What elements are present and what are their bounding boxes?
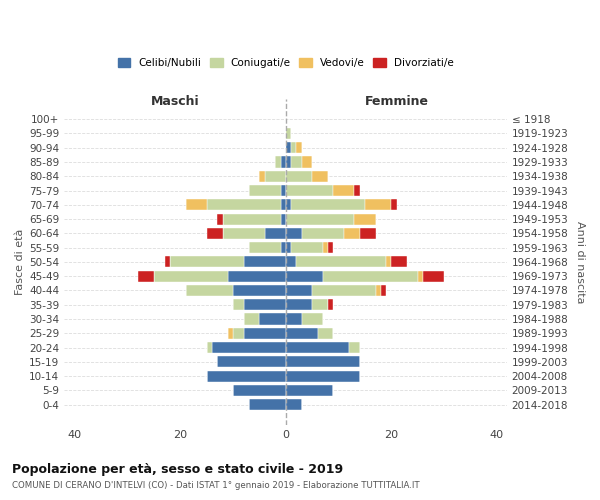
Bar [286, 328, 317, 339]
Bar [291, 156, 302, 168]
Bar [286, 285, 312, 296]
Bar [286, 299, 312, 310]
Bar [259, 170, 265, 182]
Bar [286, 185, 334, 196]
Bar [286, 399, 302, 410]
Bar [185, 285, 233, 296]
Bar [286, 356, 360, 368]
Bar [323, 242, 328, 253]
Bar [265, 228, 286, 239]
Bar [376, 285, 381, 296]
Bar [281, 214, 286, 224]
Text: COMUNE DI CERANO D'INTELVI (CO) - Dati ISTAT 1° gennaio 2019 - Elaborazione TUTT: COMUNE DI CERANO D'INTELVI (CO) - Dati I… [12, 481, 419, 490]
Bar [328, 299, 334, 310]
Bar [170, 256, 244, 268]
Bar [418, 270, 423, 282]
Bar [249, 399, 286, 410]
Bar [286, 256, 296, 268]
Bar [355, 214, 376, 224]
Bar [286, 370, 360, 382]
Bar [365, 199, 391, 210]
Bar [207, 370, 286, 382]
Bar [207, 342, 212, 353]
Bar [381, 285, 386, 296]
Bar [302, 314, 323, 324]
Bar [360, 228, 376, 239]
Bar [312, 170, 328, 182]
Bar [223, 214, 281, 224]
Bar [265, 170, 286, 182]
Bar [281, 199, 286, 210]
Bar [286, 314, 302, 324]
Bar [286, 270, 323, 282]
Bar [355, 185, 360, 196]
Bar [244, 256, 286, 268]
Bar [223, 228, 265, 239]
Bar [249, 185, 281, 196]
Bar [328, 242, 334, 253]
Bar [217, 356, 286, 368]
Bar [233, 285, 286, 296]
Bar [244, 328, 286, 339]
Bar [286, 199, 291, 210]
Bar [302, 228, 344, 239]
Bar [281, 156, 286, 168]
Bar [323, 270, 418, 282]
Bar [349, 342, 360, 353]
Bar [207, 199, 281, 210]
Bar [344, 228, 360, 239]
Bar [291, 199, 365, 210]
Bar [423, 270, 444, 282]
Bar [164, 256, 170, 268]
Bar [291, 242, 323, 253]
Bar [291, 142, 296, 153]
Legend: Celibi/Nubili, Coniugati/e, Vedovi/e, Divorziati/e: Celibi/Nubili, Coniugati/e, Vedovi/e, Di… [118, 58, 454, 68]
Bar [185, 199, 207, 210]
Bar [296, 142, 302, 153]
Bar [334, 185, 355, 196]
Y-axis label: Fasce di età: Fasce di età [15, 228, 25, 295]
Text: Maschi: Maschi [151, 94, 199, 108]
Bar [212, 342, 286, 353]
Bar [228, 270, 286, 282]
Bar [286, 242, 291, 253]
Bar [312, 299, 328, 310]
Bar [391, 199, 397, 210]
Bar [391, 256, 407, 268]
Bar [317, 328, 334, 339]
Bar [286, 385, 334, 396]
Bar [244, 314, 259, 324]
Bar [228, 328, 233, 339]
Bar [302, 156, 312, 168]
Bar [233, 328, 244, 339]
Bar [286, 228, 302, 239]
Bar [138, 270, 154, 282]
Bar [259, 314, 286, 324]
Bar [233, 385, 286, 396]
Bar [286, 342, 349, 353]
Bar [286, 156, 291, 168]
Bar [286, 214, 355, 224]
Bar [249, 242, 281, 253]
Bar [281, 242, 286, 253]
Bar [312, 285, 376, 296]
Bar [275, 156, 281, 168]
Bar [207, 228, 223, 239]
Text: Femmine: Femmine [365, 94, 428, 108]
Bar [286, 128, 291, 139]
Bar [217, 214, 223, 224]
Bar [386, 256, 391, 268]
Bar [244, 299, 286, 310]
Bar [233, 299, 244, 310]
Bar [154, 270, 228, 282]
Text: Popolazione per età, sesso e stato civile - 2019: Popolazione per età, sesso e stato civil… [12, 462, 343, 475]
Bar [296, 256, 386, 268]
Y-axis label: Anni di nascita: Anni di nascita [575, 220, 585, 303]
Bar [286, 142, 291, 153]
Bar [281, 185, 286, 196]
Bar [286, 170, 312, 182]
